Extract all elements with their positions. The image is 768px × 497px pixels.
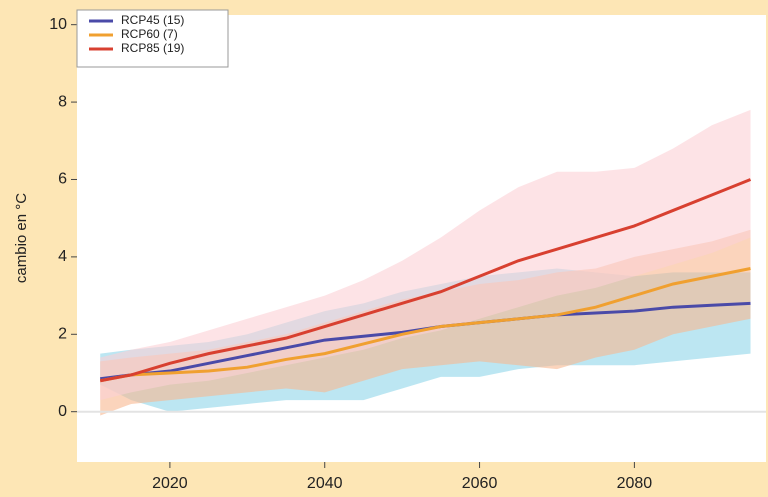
x-tick-label: 2080 bbox=[617, 475, 653, 492]
y-axis-label: cambio en °C bbox=[13, 193, 30, 283]
uncertainty-band bbox=[100, 109, 751, 401]
legend-label: RCP45 (15) bbox=[121, 13, 184, 27]
y-tick-label: 2 bbox=[58, 326, 67, 343]
x-tick-label: 2060 bbox=[462, 475, 498, 492]
legend-label: RCP85 (19) bbox=[121, 41, 184, 55]
y-tick-label: 8 bbox=[58, 93, 67, 110]
series-line bbox=[99, 178, 752, 383]
y-tick-label: 6 bbox=[58, 171, 67, 188]
x-tick-label: 2020 bbox=[152, 475, 188, 492]
y-tick-label: 0 bbox=[58, 403, 67, 420]
y-tick-label: 10 bbox=[49, 16, 67, 33]
legend-label: RCP60 (7) bbox=[121, 27, 178, 41]
x-tick-label: 2040 bbox=[307, 475, 343, 492]
y-tick-label: 4 bbox=[58, 248, 67, 265]
series-line bbox=[99, 267, 751, 383]
